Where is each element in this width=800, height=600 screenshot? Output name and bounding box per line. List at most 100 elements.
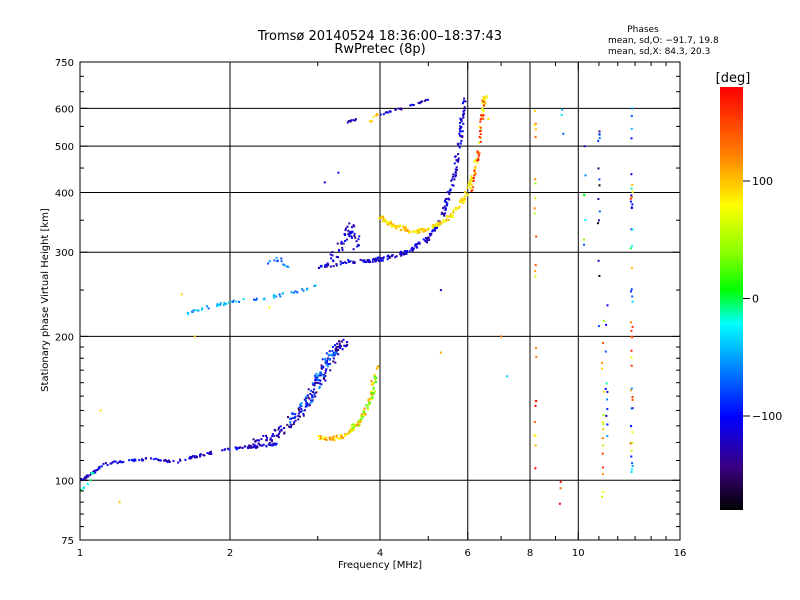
- data-point: [304, 395, 307, 398]
- data-point: [443, 214, 446, 217]
- data-point: [241, 447, 244, 449]
- data-point: [278, 293, 281, 296]
- data-point: [631, 431, 634, 434]
- data-point: [314, 374, 316, 377]
- data-point: [268, 306, 271, 309]
- y-tick-label: 75: [61, 536, 74, 547]
- data-point: [279, 295, 282, 298]
- data-point: [534, 128, 537, 131]
- data-point: [300, 402, 303, 405]
- data-point: [602, 341, 605, 344]
- data-point: [451, 216, 454, 219]
- data-point: [337, 256, 339, 259]
- data-point: [479, 126, 482, 129]
- data-point: [80, 488, 83, 491]
- data-point: [339, 345, 342, 348]
- data-point: [481, 99, 484, 102]
- data-point: [265, 439, 268, 442]
- data-point: [602, 490, 605, 493]
- data-point: [630, 196, 633, 199]
- data-point: [598, 137, 601, 140]
- data-point: [631, 183, 634, 186]
- data-point: [460, 197, 463, 200]
- data-point: [269, 444, 272, 447]
- data-point: [484, 96, 487, 99]
- data-point: [332, 265, 335, 268]
- data-point: [270, 440, 273, 443]
- data-point: [470, 183, 473, 186]
- data-point: [314, 284, 317, 287]
- data-point: [433, 228, 436, 231]
- data-point: [374, 259, 377, 262]
- data-point: [300, 405, 303, 408]
- data-point: [398, 107, 401, 110]
- data-point: [370, 392, 373, 395]
- data-point: [253, 445, 256, 448]
- x-tick-label: 2: [227, 548, 233, 559]
- colorbar-tick-label: −100: [752, 410, 782, 423]
- data-point: [235, 448, 238, 451]
- data-point: [80, 478, 83, 480]
- data-point: [165, 460, 168, 462]
- data-point: [463, 112, 466, 115]
- data-point: [332, 360, 335, 363]
- data-point: [424, 229, 427, 232]
- data-point: [373, 375, 376, 378]
- data-point: [305, 403, 308, 406]
- data-point: [434, 224, 437, 227]
- data-point: [630, 266, 633, 269]
- data-point: [353, 232, 356, 235]
- data-point: [597, 259, 600, 262]
- data-point: [339, 434, 342, 436]
- data-point: [358, 425, 360, 427]
- data-point: [373, 377, 376, 380]
- data-point: [382, 113, 385, 116]
- data-point: [83, 477, 86, 480]
- data-point: [601, 466, 604, 469]
- data-point: [462, 113, 464, 116]
- data-point: [363, 407, 366, 410]
- data-point: [442, 207, 445, 209]
- data-point: [398, 225, 401, 228]
- data-point: [95, 469, 98, 472]
- data-point: [290, 291, 293, 294]
- data-point: [420, 101, 422, 103]
- data-point: [453, 178, 456, 181]
- data-point: [379, 217, 382, 220]
- data-point: [289, 423, 292, 426]
- data-point: [471, 177, 473, 180]
- data-point: [332, 351, 335, 354]
- y-tick-label: 300: [55, 248, 74, 259]
- data-point: [339, 263, 342, 266]
- data-point: [399, 253, 402, 256]
- data-point: [601, 367, 603, 370]
- data-point: [435, 222, 438, 225]
- data-point: [631, 465, 634, 467]
- data-point: [330, 438, 333, 441]
- data-point: [232, 300, 234, 303]
- data-point: [341, 348, 344, 351]
- data-point: [602, 414, 605, 417]
- data-point: [431, 229, 434, 232]
- data-point: [449, 188, 452, 191]
- data-point: [85, 476, 88, 479]
- data-point: [121, 461, 124, 464]
- data-point: [631, 228, 634, 231]
- data-point: [348, 231, 351, 234]
- data-point: [179, 458, 181, 461]
- data-point: [402, 228, 405, 231]
- data-point: [252, 438, 255, 441]
- chart-subtitle: RwPretec (8p): [334, 42, 425, 57]
- data-point: [338, 249, 341, 252]
- data-point: [353, 262, 356, 264]
- data-point: [462, 122, 465, 125]
- data-point: [114, 460, 117, 463]
- data-point: [265, 444, 268, 447]
- data-point: [386, 223, 389, 226]
- data-point: [94, 469, 97, 472]
- data-point: [417, 101, 420, 104]
- data-point: [294, 290, 297, 293]
- data-point: [631, 190, 634, 193]
- data-point: [630, 127, 633, 130]
- data-point: [459, 201, 461, 203]
